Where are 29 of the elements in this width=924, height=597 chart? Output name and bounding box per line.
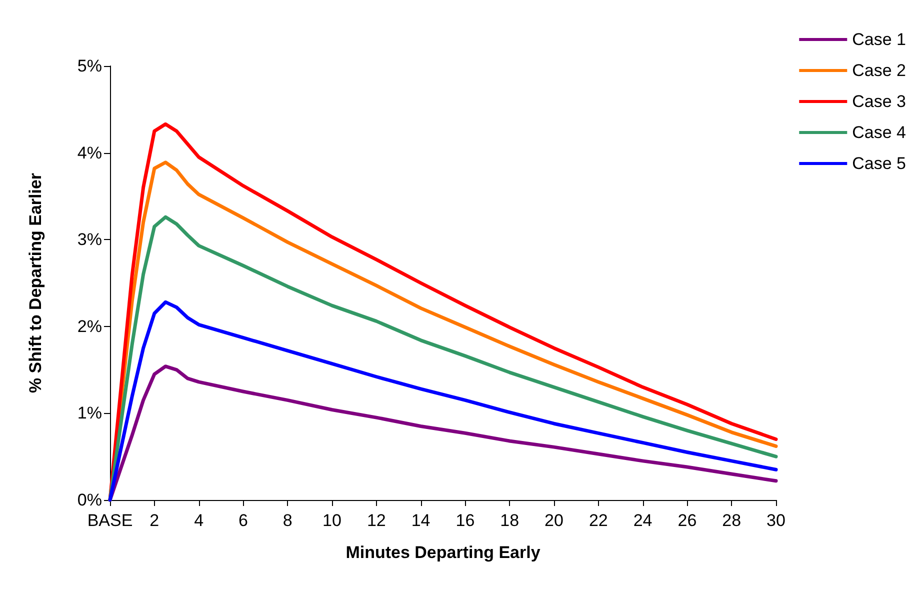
legend-label: Case 5: [852, 154, 906, 173]
y-tick-label: 4%: [77, 143, 102, 162]
x-tick-label: 18: [500, 511, 520, 530]
x-tick-label: 12: [366, 511, 386, 530]
x-tick-label: 30: [766, 511, 786, 530]
y-tick-label: 2%: [77, 316, 102, 336]
x-tick-label: 26: [678, 511, 697, 530]
x-tick-label: BASE: [87, 511, 133, 530]
y-tick-label: 1%: [77, 404, 102, 423]
y-tick-label: 0%: [77, 490, 102, 510]
y-axis-title: % Shift to Departing Earlier: [26, 172, 45, 394]
x-tick-label: 24: [633, 511, 652, 530]
x-axis-title: Minutes Departing Early: [346, 543, 541, 562]
x-tick-label: 2: [150, 511, 160, 530]
x-tick-label: 22: [588, 511, 608, 530]
legend-label: Case 1: [852, 30, 906, 49]
x-tick-label: 4: [194, 511, 204, 530]
legend-label: Case 3: [852, 92, 906, 111]
x-tick-label: 14: [411, 511, 430, 530]
x-tick-label: 8: [282, 511, 292, 530]
x-tick-label: 6: [238, 511, 248, 530]
x-tick-label: 10: [322, 511, 342, 530]
x-tick-label: 20: [544, 511, 564, 530]
y-tick-label: 3%: [77, 230, 102, 250]
legend-label: Case 4: [852, 123, 906, 142]
x-tick-label: 16: [456, 511, 475, 530]
legend-label: Case 2: [852, 61, 906, 80]
y-tick-label: 5%: [77, 56, 102, 76]
x-tick-label: 28: [722, 511, 742, 530]
